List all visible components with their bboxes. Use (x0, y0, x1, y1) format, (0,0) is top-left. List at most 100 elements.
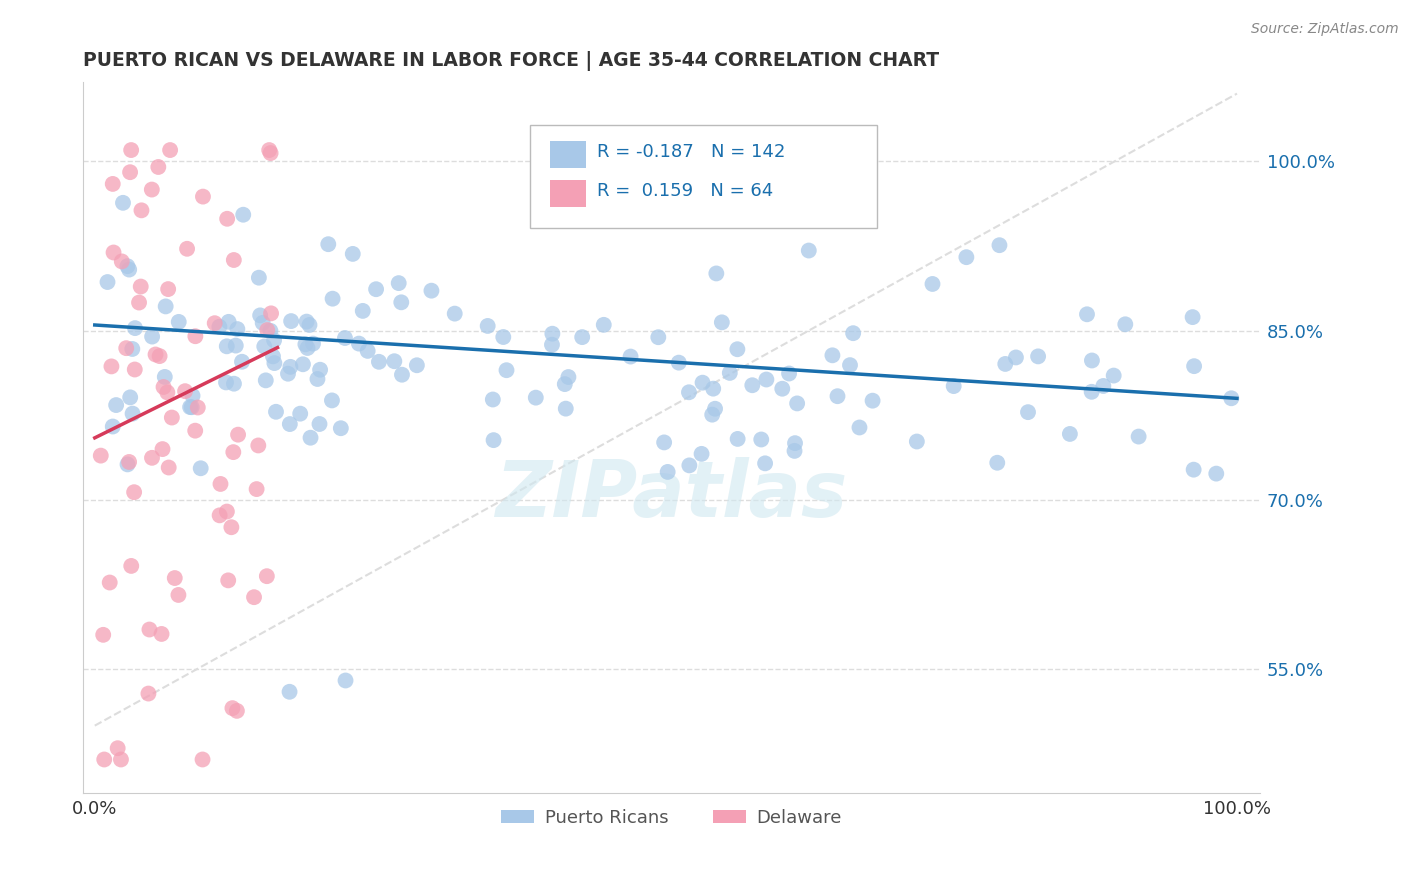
Point (160, 410, 183, 425)
Legend: Puerto Ricans, Delaware: Puerto Ricans, Delaware (494, 802, 849, 834)
Point (1080, 384, 1102, 399)
Point (111, 254, 134, 268)
Point (218, 315, 240, 329)
Point (176, 242, 198, 256)
Point (184, 329, 207, 343)
Point (1102, 368, 1125, 383)
Point (657, 465, 679, 479)
Point (128, 295, 150, 310)
Point (1205, 467, 1227, 481)
FancyBboxPatch shape (550, 141, 586, 168)
Point (129, 279, 152, 293)
Point (1128, 429, 1150, 443)
Point (692, 376, 714, 390)
Point (1005, 351, 1028, 365)
Point (1181, 310, 1204, 325)
Point (524, 391, 547, 405)
Point (388, 276, 411, 290)
Point (215, 504, 238, 518)
Point (259, 146, 281, 161)
Point (190, 461, 212, 475)
Point (278, 685, 301, 699)
Point (1081, 353, 1104, 368)
Point (222, 252, 245, 267)
Point (208, 508, 231, 523)
Point (180, 401, 202, 415)
Point (221, 520, 243, 534)
Point (225, 338, 247, 352)
Point (111, 195, 134, 210)
Point (554, 377, 576, 392)
Point (482, 433, 505, 447)
Point (783, 443, 806, 458)
Point (797, 244, 820, 258)
Point (226, 427, 249, 442)
Text: PUERTO RICAN VS DELAWARE IN LABOR FORCE | AGE 35-44 CORRELATION CHART: PUERTO RICAN VS DELAWARE IN LABOR FORCE … (83, 51, 939, 70)
Point (225, 704, 247, 718)
Point (342, 247, 364, 261)
Point (96, 275, 118, 289)
Point (1220, 391, 1243, 405)
Point (316, 237, 339, 252)
FancyBboxPatch shape (530, 125, 877, 228)
Point (307, 372, 329, 386)
Point (347, 336, 370, 351)
Point (243, 590, 266, 604)
Point (215, 376, 238, 390)
Point (702, 408, 724, 422)
Point (217, 574, 239, 588)
Point (209, 477, 232, 491)
Point (1026, 350, 1049, 364)
Point (204, 316, 226, 330)
Point (986, 456, 1008, 470)
Point (725, 343, 748, 357)
Point (420, 284, 443, 298)
Point (115, 341, 138, 355)
Point (495, 363, 517, 377)
Point (121, 407, 143, 421)
FancyBboxPatch shape (550, 180, 586, 207)
Point (356, 343, 378, 358)
Point (302, 336, 325, 351)
Point (107, 741, 129, 756)
Point (862, 393, 884, 408)
Point (217, 211, 239, 226)
Point (329, 421, 352, 435)
Point (152, 380, 174, 394)
Point (821, 348, 844, 362)
Point (90, 449, 112, 463)
Point (148, 160, 170, 174)
Point (921, 277, 943, 291)
Point (299, 431, 322, 445)
Point (257, 143, 280, 157)
Point (678, 385, 700, 400)
Point (291, 357, 314, 371)
Point (749, 433, 772, 447)
Point (308, 417, 330, 431)
Point (1182, 463, 1205, 477)
Point (247, 438, 270, 452)
Point (263, 333, 285, 347)
Point (208, 319, 231, 334)
Point (222, 445, 245, 459)
Point (167, 588, 190, 602)
Point (333, 331, 356, 345)
Point (249, 309, 271, 323)
Point (215, 339, 238, 353)
Point (294, 337, 316, 351)
Point (156, 385, 179, 400)
Point (231, 355, 253, 369)
Point (138, 687, 160, 701)
Point (668, 356, 690, 370)
Point (131, 203, 153, 218)
Point (100, 359, 122, 374)
Point (492, 330, 515, 344)
Point (755, 372, 778, 386)
Point (786, 396, 808, 410)
Point (827, 389, 849, 403)
Point (295, 315, 318, 329)
Point (406, 358, 429, 372)
Point (704, 401, 727, 416)
Point (382, 354, 405, 368)
Point (93, 752, 115, 766)
